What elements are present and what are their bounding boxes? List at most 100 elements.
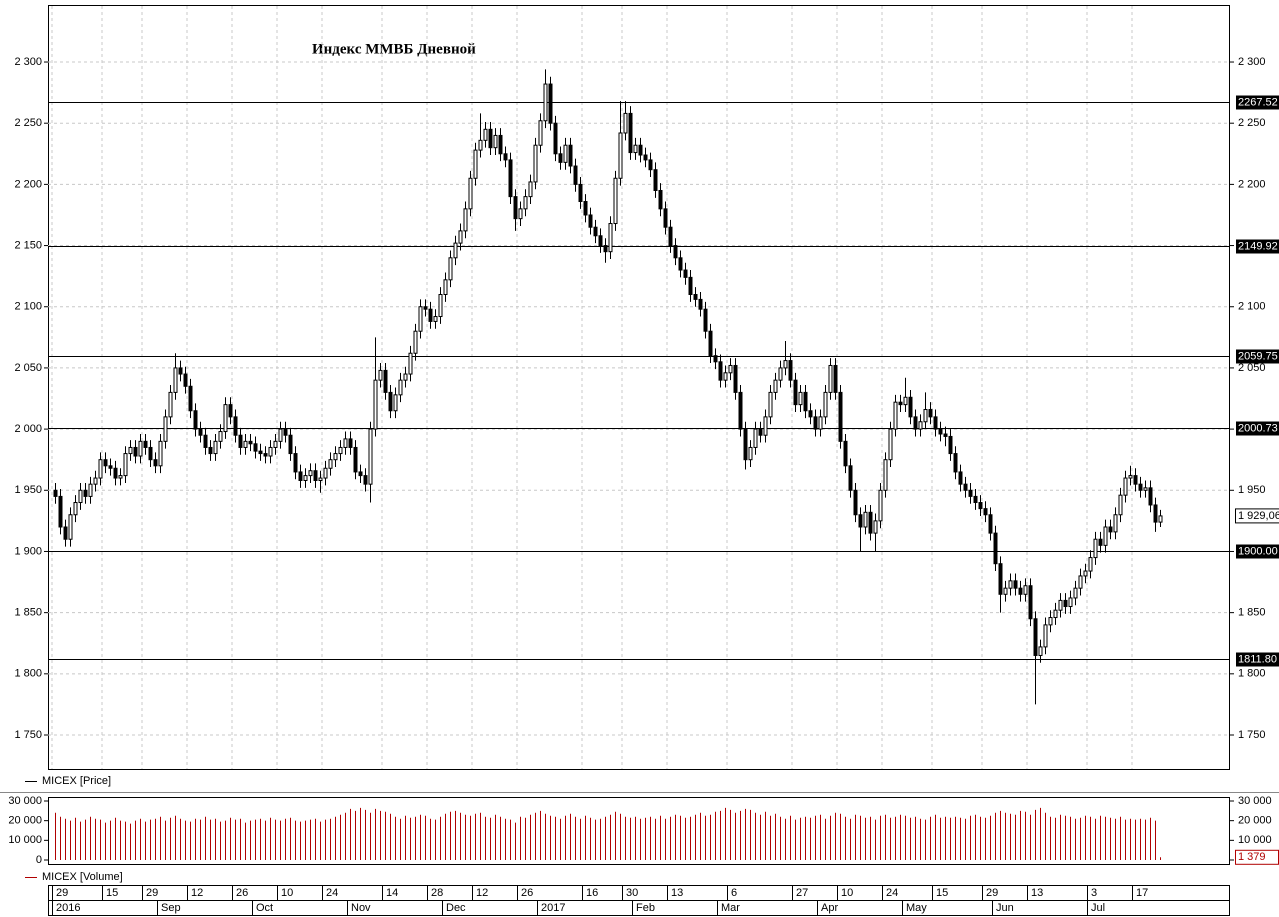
candle-body <box>883 459 888 491</box>
candle-body <box>1058 599 1063 611</box>
level-label-box <box>1236 239 1279 254</box>
candle-body <box>693 294 698 300</box>
candle-body <box>1108 526 1113 533</box>
candle-body <box>93 477 98 485</box>
candle-body <box>863 511 868 528</box>
candle-body <box>448 257 453 281</box>
candle-body <box>303 475 308 481</box>
month-label: Nov <box>351 902 371 914</box>
candle-body <box>603 245 608 253</box>
candle-body <box>808 410 813 418</box>
candle-body <box>1083 570 1088 577</box>
price-panel <box>48 5 1230 770</box>
candle-body <box>703 308 708 332</box>
day-label: 29 <box>146 887 158 899</box>
candle-body <box>1043 624 1048 648</box>
candle-body <box>688 276 693 296</box>
candle-body <box>353 446 358 473</box>
candle-body <box>938 428 943 435</box>
y-tick-label: 2 100 <box>14 301 42 313</box>
candle-body <box>833 364 838 393</box>
candle-body <box>478 139 483 151</box>
y-tick-label: 2 150 <box>14 239 42 251</box>
candle-body <box>783 360 788 369</box>
day-label: 26 <box>521 887 533 899</box>
volume-tick-label-right: 30 000 <box>1238 795 1272 807</box>
candle-body <box>123 453 128 477</box>
candle-body <box>873 520 878 534</box>
candle-body <box>1133 475 1138 485</box>
candle-body <box>978 502 983 510</box>
day-label: 15 <box>106 887 118 899</box>
candle-body <box>68 514 73 540</box>
day-label: 6 <box>731 887 737 899</box>
y-tick-label-right: 2 200 <box>1238 178 1266 190</box>
candle-body <box>913 416 918 430</box>
candle-body <box>948 435 953 455</box>
candle-body <box>638 144 643 156</box>
candle-body <box>268 446 273 457</box>
candle-body <box>243 440 248 448</box>
candle-body <box>1068 597 1073 608</box>
candle-body <box>708 330 713 357</box>
candle-body <box>308 470 313 477</box>
candle-body <box>1138 483 1143 491</box>
candle-body <box>378 369 383 381</box>
candle-body <box>508 159 513 198</box>
candle-body <box>533 144 538 183</box>
candle-body <box>743 428 748 461</box>
candle-body <box>848 465 853 491</box>
y-tick-label: 2 200 <box>14 178 42 190</box>
candle-body <box>358 471 363 477</box>
candle-body <box>253 443 258 452</box>
candle-body <box>313 470 318 481</box>
candle-body <box>748 446 753 461</box>
candle-body <box>1103 526 1108 546</box>
candle-body <box>523 196 528 210</box>
day-label: 16 <box>586 887 598 899</box>
candle-body <box>993 532 998 565</box>
candle-body <box>168 391 173 418</box>
candle-body <box>98 459 103 479</box>
candle-body <box>903 396 908 406</box>
candle-body <box>133 446 138 457</box>
candle-body <box>768 391 773 418</box>
candle-body <box>713 355 718 363</box>
volume-tick-label-right: 20 000 <box>1238 815 1272 827</box>
candle-body <box>228 404 233 418</box>
candle-body <box>238 434 243 448</box>
candle-body <box>598 235 603 247</box>
level-label: 2267.52 <box>1238 96 1278 108</box>
candle-body <box>153 459 158 467</box>
candle-body <box>503 153 508 161</box>
y-tick-label: 2 300 <box>14 56 42 68</box>
candle-body <box>733 364 738 393</box>
candle-body <box>403 373 408 381</box>
candle-body <box>108 465 113 469</box>
legend-volume: MICEX [Volume] <box>42 871 123 883</box>
candle-body <box>1028 585 1033 620</box>
candle-body <box>613 177 618 225</box>
candle-body <box>458 230 463 244</box>
candle-body <box>753 428 758 448</box>
candle-body <box>858 514 863 528</box>
candle-body <box>843 440 848 467</box>
candle-body <box>588 214 593 228</box>
candle-body <box>138 440 143 457</box>
candle-body <box>333 453 338 461</box>
candle-body <box>328 459 333 469</box>
candle-body <box>103 459 108 467</box>
candle-body <box>468 177 473 210</box>
candle-body <box>793 379 798 406</box>
candle-body <box>1123 477 1128 496</box>
candle-body <box>83 489 88 497</box>
volume-tick-label: 30 000 <box>8 795 42 807</box>
candle-body <box>428 308 433 322</box>
candle-body <box>393 394 398 412</box>
last-price-box <box>1235 508 1279 524</box>
candle-body <box>573 165 578 185</box>
candle-body <box>888 428 893 461</box>
candle-body <box>278 428 283 442</box>
candle-body <box>778 367 783 381</box>
candle-body <box>788 360 793 381</box>
